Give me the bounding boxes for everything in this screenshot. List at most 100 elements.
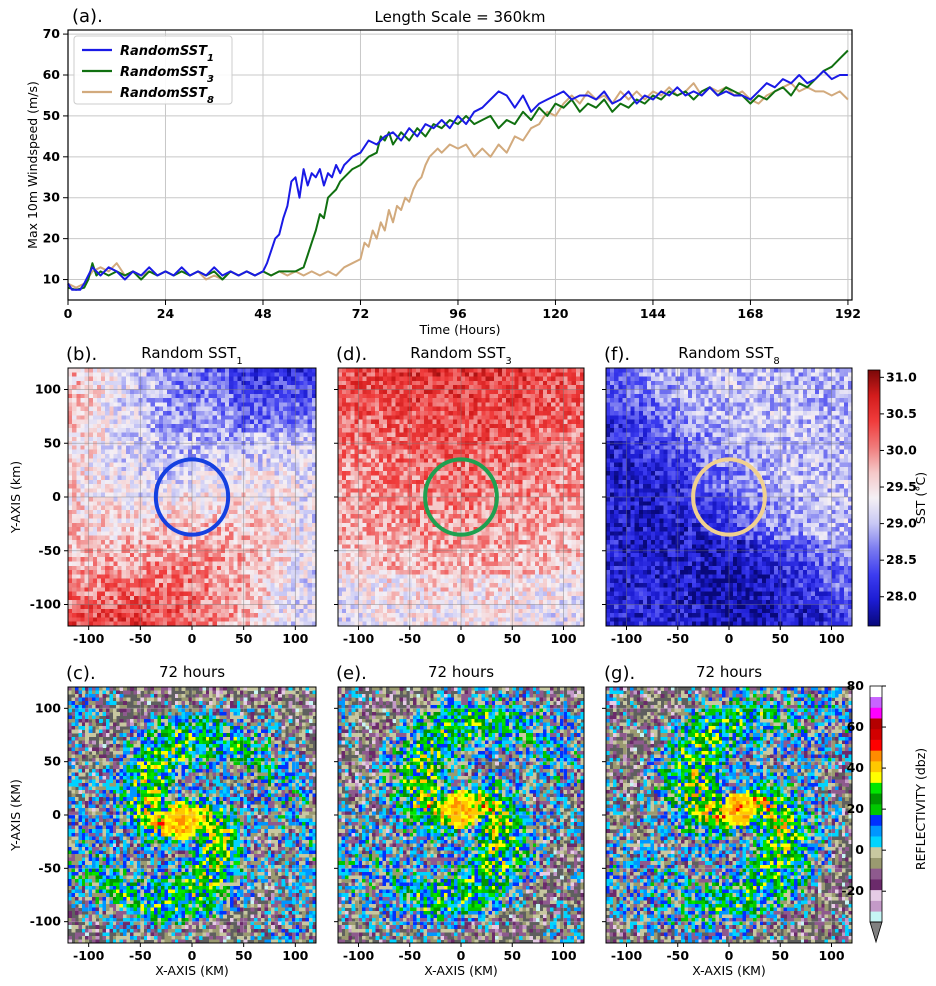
sst-cell xyxy=(275,420,280,425)
sst-cell xyxy=(93,424,98,429)
sst-cell xyxy=(225,424,230,429)
sst-cell xyxy=(130,402,135,407)
sst-cell xyxy=(126,467,131,472)
sst-cell xyxy=(109,372,114,377)
sst-cell xyxy=(192,381,197,386)
sst-cell xyxy=(134,433,139,438)
sst-cell xyxy=(299,437,304,442)
sst-cell xyxy=(209,424,214,429)
sst-cell xyxy=(262,377,267,382)
sst-cell xyxy=(151,377,156,382)
sst-cell xyxy=(126,381,131,386)
sst-cell xyxy=(97,450,102,455)
sst-cell xyxy=(299,407,304,412)
sst-cell xyxy=(126,402,131,407)
sst-cell xyxy=(229,377,234,382)
sst-cell xyxy=(262,390,267,395)
sst-cell xyxy=(118,433,123,438)
sst-cell xyxy=(80,433,85,438)
sst-cell xyxy=(262,454,267,459)
sst-cell xyxy=(180,450,185,455)
sst-cell xyxy=(68,445,73,450)
sst-cell xyxy=(147,411,152,416)
sst-cell xyxy=(171,407,176,412)
sst-cell xyxy=(287,415,292,420)
panel-a-ylabel: Max 10m Windspeed (m/s) xyxy=(25,81,40,249)
sst-cell xyxy=(250,428,255,433)
sst-cell xyxy=(130,428,135,433)
sst-cell xyxy=(217,420,222,425)
sst-cell xyxy=(147,445,152,450)
sst-cell xyxy=(250,463,255,468)
x-tick-label: 96 xyxy=(449,306,467,321)
sst-cell xyxy=(204,411,209,416)
sst-cell xyxy=(217,424,222,429)
sst-cell xyxy=(262,420,267,425)
sst-cell xyxy=(76,424,81,429)
sst-cell xyxy=(295,372,300,377)
sst-cell xyxy=(308,424,313,429)
sst-cell xyxy=(287,428,292,433)
sst-cell xyxy=(299,398,304,403)
sst-cell xyxy=(142,428,147,433)
sst-cell xyxy=(204,377,209,382)
sst-cell xyxy=(304,463,309,468)
sst-cell xyxy=(266,437,271,442)
sst-cell xyxy=(217,450,222,455)
sst-cell xyxy=(109,445,114,450)
sst-cell xyxy=(237,372,242,377)
sst-cell xyxy=(221,437,226,442)
sst-cell xyxy=(184,415,189,420)
sst-cell xyxy=(89,463,94,468)
sst-cell xyxy=(76,377,81,382)
sst-cell xyxy=(192,398,197,403)
panel-a-label: (a). xyxy=(72,6,103,27)
sst-cell xyxy=(233,437,238,442)
sst-cell xyxy=(279,450,284,455)
sst-cell xyxy=(279,428,284,433)
sst-cell xyxy=(271,372,276,377)
sst-cell xyxy=(80,428,85,433)
sst-cell xyxy=(295,433,300,438)
sst-cell xyxy=(237,428,242,433)
sst-cell xyxy=(175,467,180,472)
sst-cell xyxy=(246,398,251,403)
sst-cell xyxy=(113,437,118,442)
sst-cell xyxy=(167,372,172,377)
sst-cell xyxy=(142,450,147,455)
sst-cell xyxy=(130,467,135,472)
sst-cell xyxy=(126,428,131,433)
sst-cell xyxy=(217,390,222,395)
sst-cell xyxy=(217,377,222,382)
sst-cell xyxy=(122,372,127,377)
sst-cell xyxy=(68,377,73,382)
sst-cell xyxy=(258,394,263,399)
sst-cell xyxy=(184,381,189,386)
sst-cell xyxy=(254,398,259,403)
sst-cell xyxy=(237,368,242,373)
sst-cell xyxy=(147,368,152,373)
sst-cell xyxy=(80,394,85,399)
sst-cell xyxy=(217,437,222,442)
sst-cell xyxy=(287,420,292,425)
sst-cell xyxy=(184,407,189,412)
sst-cell xyxy=(184,433,189,438)
x-tick-label: 72 xyxy=(352,306,369,321)
sst-cell xyxy=(72,467,77,472)
sst-cell xyxy=(295,437,300,442)
sst-cell xyxy=(68,454,73,459)
sst-cell xyxy=(113,454,118,459)
sst-cell xyxy=(225,368,230,373)
y-tick-label: 70 xyxy=(43,26,61,41)
sst-cell xyxy=(105,445,110,450)
sst-cell xyxy=(287,381,292,386)
sst-cell xyxy=(76,411,81,416)
sst-cell xyxy=(147,398,152,403)
sst-cell xyxy=(237,467,242,472)
sst-cell xyxy=(167,411,172,416)
sst-cell xyxy=(225,372,230,377)
sst-cell xyxy=(126,398,131,403)
sst-cell xyxy=(246,458,251,463)
sst-cell xyxy=(80,450,85,455)
sst-cell xyxy=(101,372,106,377)
